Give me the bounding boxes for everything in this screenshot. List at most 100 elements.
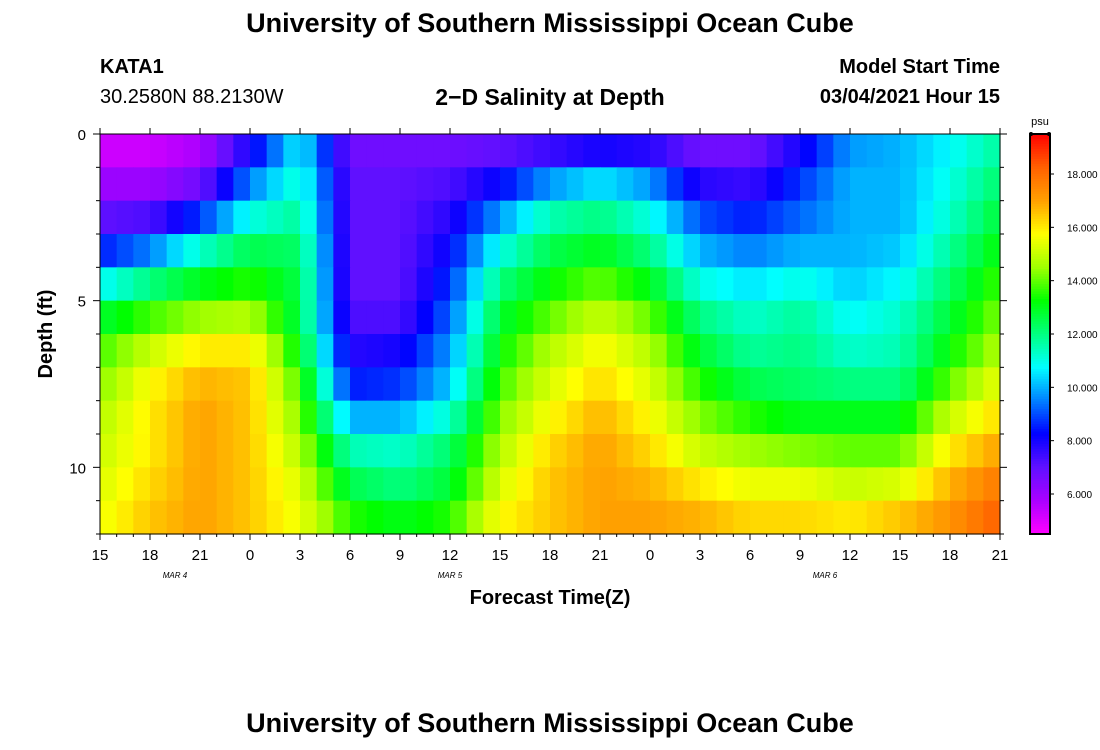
x-tick-label: 12 xyxy=(842,547,859,564)
heatmap-cell xyxy=(266,367,284,402)
heatmap-cell xyxy=(483,500,501,535)
colorbar-segment xyxy=(1030,476,1050,480)
colorbar-segment xyxy=(1030,166,1050,170)
heatmap-cell xyxy=(466,400,484,435)
colorbar-segment xyxy=(1030,464,1050,468)
colorbar-segment xyxy=(1030,489,1050,493)
heatmap-cell xyxy=(350,300,368,335)
heatmap-cell xyxy=(933,434,951,468)
colorbar-segment xyxy=(1030,441,1050,445)
colorbar-segment xyxy=(1030,286,1050,290)
heatmap-cell xyxy=(616,434,634,468)
heatmap-cell xyxy=(483,334,501,368)
heatmap-cell xyxy=(866,134,884,168)
colorbar-segment xyxy=(1030,176,1050,180)
colorbar-segment xyxy=(1030,336,1050,340)
heatmap-cell xyxy=(533,467,551,502)
heatmap-cell xyxy=(400,467,418,502)
heatmap-cell xyxy=(983,400,1001,435)
heatmap-cell xyxy=(100,267,118,302)
heatmap-cell xyxy=(150,200,168,235)
colorbar-segment xyxy=(1030,344,1050,348)
heatmap-cell xyxy=(566,367,584,402)
heatmap-cell xyxy=(566,400,584,435)
heatmap-cell xyxy=(300,200,318,235)
heatmap-cell xyxy=(183,234,201,268)
heatmap-cell xyxy=(866,367,884,402)
heatmap-cell xyxy=(716,500,734,535)
heatmap-cell xyxy=(216,334,234,368)
station-id: KATA1 xyxy=(100,56,164,78)
heatmap-cell xyxy=(383,200,401,235)
heatmap-cell xyxy=(866,500,884,535)
colorbar-segment xyxy=(1030,236,1050,240)
heatmap-cell xyxy=(466,367,484,402)
heatmap-cell xyxy=(716,434,734,468)
heatmap-cell xyxy=(600,167,618,202)
heatmap-cell xyxy=(550,500,568,535)
heatmap-cell xyxy=(500,400,518,435)
heatmap-cell xyxy=(683,400,701,435)
heatmap-cell xyxy=(450,367,468,402)
heatmap-cell xyxy=(583,334,601,368)
heatmap-cell xyxy=(333,167,351,202)
colorbar-corner-dot xyxy=(1029,132,1033,136)
heatmap-cell xyxy=(900,234,918,268)
heatmap-cell xyxy=(416,167,434,202)
heatmap-cell xyxy=(416,434,434,468)
heatmap-cell xyxy=(600,334,618,368)
heatmap-cell xyxy=(316,134,334,168)
heatmap-cell xyxy=(866,434,884,468)
colorbar-segment xyxy=(1030,184,1050,188)
colorbar-segment xyxy=(1030,181,1050,185)
colorbar-segment xyxy=(1030,421,1050,425)
heatmap-cell xyxy=(866,467,884,502)
colorbar-segment xyxy=(1030,351,1050,355)
heatmap-cell xyxy=(983,300,1001,335)
heatmap-cell xyxy=(300,134,318,168)
colorbar-segment xyxy=(1030,269,1050,273)
colorbar-segment xyxy=(1030,431,1050,435)
x-tick-label: 12 xyxy=(442,547,459,564)
heatmap-cell xyxy=(750,434,768,468)
x-tick-label: 21 xyxy=(592,547,609,564)
heatmap-cell xyxy=(900,267,918,302)
colorbar-segment xyxy=(1030,529,1050,533)
heatmap-cell xyxy=(783,500,801,535)
heatmap-cell xyxy=(416,134,434,168)
heatmap-cell xyxy=(716,267,734,302)
heatmap-cell xyxy=(350,134,368,168)
heatmap-cell xyxy=(500,500,518,535)
x-tick-label: 21 xyxy=(992,547,1009,564)
colorbar-segment xyxy=(1030,319,1050,323)
heatmap-cell xyxy=(233,500,251,535)
heatmap-cell xyxy=(650,334,668,368)
heatmap-cell xyxy=(133,467,151,502)
heatmap-cell xyxy=(616,300,634,335)
heatmap-cell xyxy=(883,200,901,235)
colorbar-segment xyxy=(1030,196,1050,200)
heatmap-cell xyxy=(933,400,951,435)
colorbar-segment xyxy=(1030,376,1050,380)
heatmap-cell xyxy=(550,367,568,402)
colorbar-segment xyxy=(1030,189,1050,193)
heatmap-cell xyxy=(566,267,584,302)
heatmap-cell xyxy=(783,434,801,468)
heatmap-cell xyxy=(183,467,201,502)
colorbar-segment xyxy=(1030,499,1050,503)
heatmap-cell xyxy=(450,200,468,235)
heatmap-cell xyxy=(866,234,884,268)
heatmap-cell xyxy=(516,200,534,235)
heatmap-cell xyxy=(733,234,751,268)
colorbar-tick-label: 6.000 xyxy=(1067,490,1092,501)
heatmap-cell xyxy=(150,134,168,168)
heatmap-cell xyxy=(650,434,668,468)
heatmap-cell xyxy=(233,200,251,235)
heatmap-cell xyxy=(250,200,268,235)
heatmap-cell xyxy=(766,400,784,435)
heatmap-cell xyxy=(266,234,284,268)
heatmap-cell xyxy=(316,500,334,535)
heatmap-cell xyxy=(733,167,751,202)
colorbar-segment xyxy=(1030,491,1050,495)
x-tick-label: 21 xyxy=(192,547,209,564)
